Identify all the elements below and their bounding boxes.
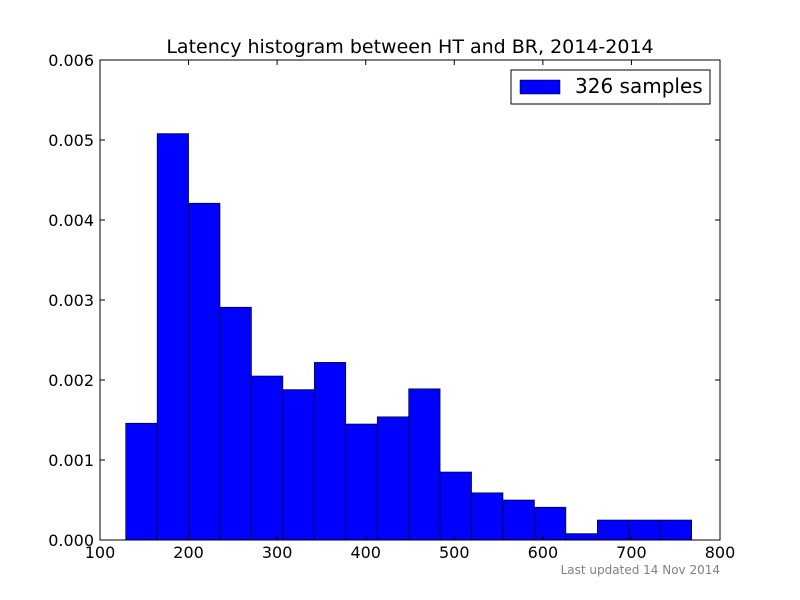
legend: 326 samples xyxy=(510,69,711,105)
histogram-bar xyxy=(659,519,692,541)
histogram-bar xyxy=(408,388,441,541)
x-tick-label: 400 xyxy=(350,543,381,562)
histogram-bar xyxy=(376,416,409,541)
y-tick-label: 0.006 xyxy=(48,51,94,70)
histogram-bar xyxy=(251,375,284,541)
histogram-bar xyxy=(565,533,598,541)
last-updated-note: Last updated 14 Nov 2014 xyxy=(561,563,720,577)
histogram-bar xyxy=(628,519,661,541)
x-tick-label: 100 xyxy=(85,543,116,562)
y-tick-label: 0.003 xyxy=(48,291,94,310)
histogram-bar xyxy=(345,423,378,541)
histogram-bar xyxy=(282,389,315,541)
histogram-bar xyxy=(597,519,630,541)
x-axis: 100 200 300 400 500 600 700 800 xyxy=(85,60,736,562)
histogram-bar xyxy=(439,471,472,541)
histogram-bar xyxy=(471,492,504,541)
y-tick-label: 0.004 xyxy=(48,211,94,230)
legend-label: 326 samples xyxy=(575,74,703,98)
histogram-bar xyxy=(534,506,567,541)
x-tick-label: 200 xyxy=(173,543,204,562)
histogram-bar xyxy=(314,362,347,541)
legend-swatch xyxy=(519,79,561,95)
bars-group xyxy=(125,133,692,541)
y-tick-label: 0.005 xyxy=(48,131,94,150)
histogram-bar xyxy=(188,202,221,541)
x-tick-label: 700 xyxy=(616,543,647,562)
x-tick-label: 500 xyxy=(439,543,470,562)
y-tick-label: 0.001 xyxy=(48,451,94,470)
histogram-bar xyxy=(502,499,535,541)
y-tick-label: 0.000 xyxy=(48,531,94,550)
x-tick-label: 600 xyxy=(528,543,559,562)
chart-title: Latency histogram between HT and BR, 201… xyxy=(166,36,653,58)
histogram-bar xyxy=(125,422,158,541)
x-tick-label: 300 xyxy=(262,543,293,562)
y-axis: 0.000 0.001 0.002 0.003 0.004 0.005 0.006 xyxy=(48,51,720,550)
x-tick-label: 800 xyxy=(705,543,736,562)
histogram-bar xyxy=(156,133,189,541)
histogram-bar xyxy=(219,306,252,541)
y-tick-label: 0.002 xyxy=(48,371,94,390)
